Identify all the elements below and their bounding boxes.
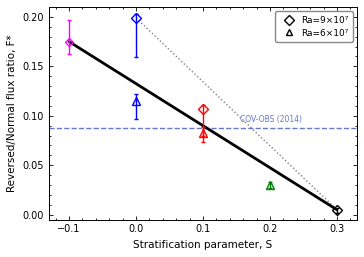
Legend: Ra=9×10⁷, Ra=6×10⁷: Ra=9×10⁷, Ra=6×10⁷ [276, 12, 353, 42]
Text: COV-OBS (2014): COV-OBS (2014) [240, 115, 302, 124]
X-axis label: Stratification parameter, S: Stratification parameter, S [133, 240, 273, 250]
Y-axis label: Reversed/Normal flux ratio, F*: Reversed/Normal flux ratio, F* [7, 34, 17, 192]
